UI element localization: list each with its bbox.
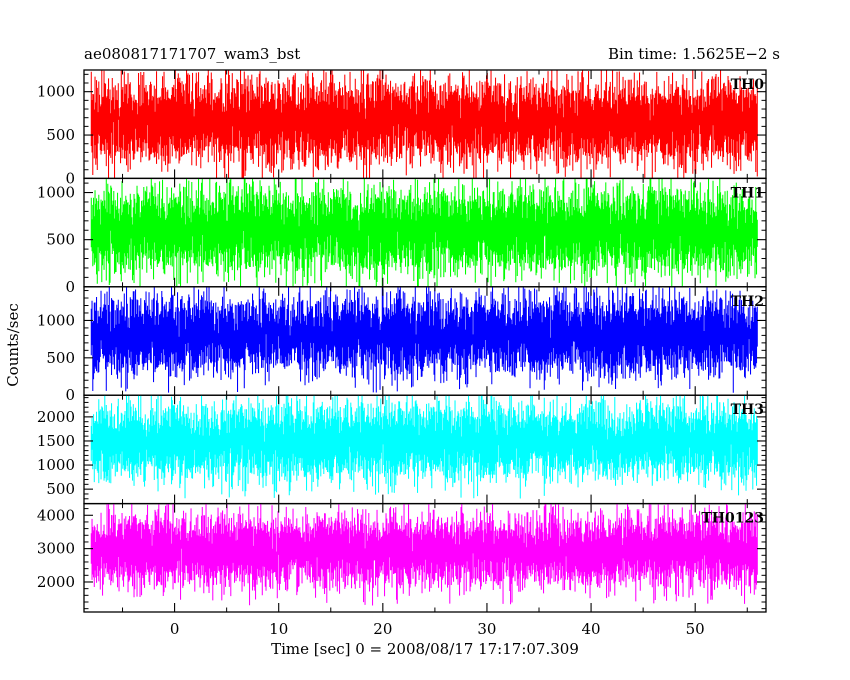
x-axis-label: Time [sec] 0 = 2008/08/17 17:17:07.309	[271, 640, 579, 658]
y-tick-label: 1000	[37, 184, 75, 202]
chart-title: ae080817171707_wam3_bst	[84, 45, 300, 63]
y-tick-label: 500	[46, 231, 75, 249]
panel-frame	[83, 502, 767, 613]
series-th0123	[90, 503, 758, 606]
y-tick-label: 2000	[37, 573, 75, 591]
y-tick-label: 0	[65, 169, 75, 187]
y-tick-label: 4000	[37, 506, 75, 524]
y-tick-label: 500	[46, 126, 75, 144]
y-tick-label: 1500	[37, 432, 75, 450]
panel-label: TH0	[731, 77, 765, 93]
x-tick-label: 40	[582, 620, 601, 638]
x-tick-label: 0	[170, 620, 180, 638]
panels: 0 500 1000 TH0 0 500 1000 TH1 0 500 1000 TH2 500 1000…	[37, 69, 767, 613]
y-tick-label: 0	[65, 278, 75, 296]
x-tick-label: 20	[373, 620, 392, 638]
panel-label: TH3	[731, 402, 764, 418]
y-tick-label: 3000	[37, 540, 75, 558]
x-tick-labels: 0 10 20 30 40 50	[170, 620, 705, 638]
series-th3	[90, 395, 758, 499]
bin-time-label: Bin time: 1.5625E−2 s	[608, 45, 780, 63]
panel-label: TH1	[731, 185, 764, 201]
panel-th2: 0 500 1000 TH2	[37, 286, 767, 404]
panel-th1: 0 500 1000 TH1	[37, 177, 767, 296]
panel-th3: 500 1000 1500 2000 TH3	[37, 394, 767, 505]
y-tick-label: 2000	[37, 408, 75, 426]
y-axis-label: Counts/sec	[4, 303, 22, 387]
panel-label: TH2	[731, 294, 764, 310]
series-th0	[90, 70, 758, 179]
y-tick-label: 0	[65, 386, 75, 404]
panel-th0: 0 500 1000 TH0	[37, 69, 767, 187]
series-th1	[90, 178, 758, 287]
y-tick-label: 1000	[37, 456, 75, 474]
x-tick-label: 50	[686, 620, 705, 638]
y-tick-label: 1000	[37, 311, 75, 329]
panel-label: TH0123	[701, 511, 764, 527]
y-tick-label: 500	[46, 349, 75, 367]
panel-th0123: 2000 3000 4000 TH0123	[37, 502, 767, 613]
x-tick-label: 10	[269, 620, 288, 638]
x-tick-label: 30	[477, 620, 496, 638]
y-tick-label: 1000	[37, 83, 75, 101]
series-th2	[90, 286, 758, 393]
y-tick-label: 500	[46, 480, 75, 498]
